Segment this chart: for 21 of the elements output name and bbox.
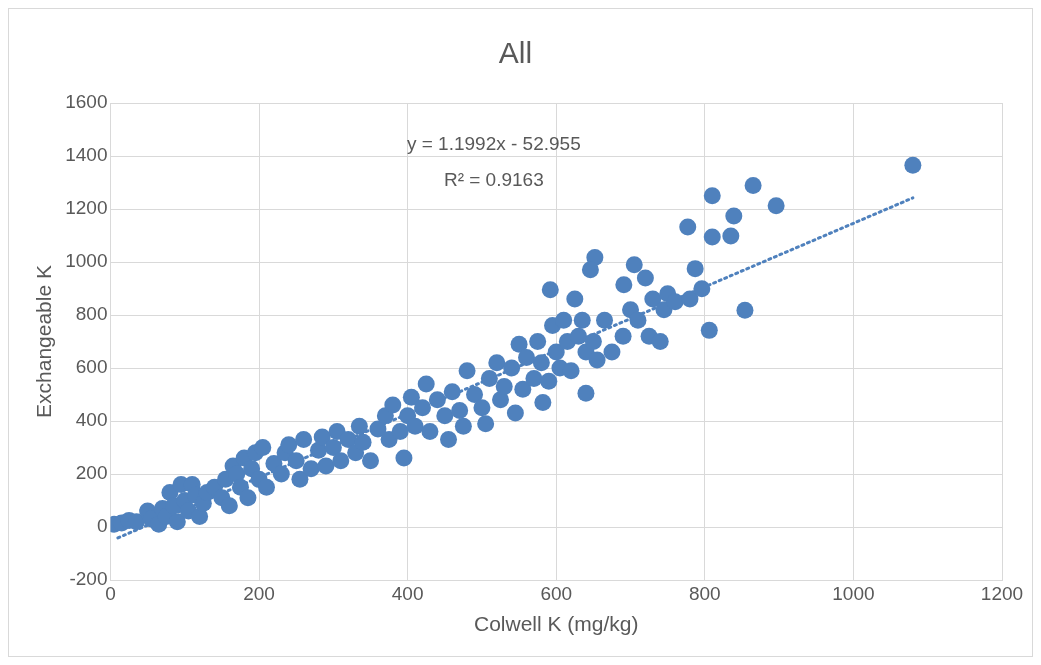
x-axis-title: Colwell K (mg/kg): [473, 612, 639, 636]
y-tick-label: 1600: [65, 91, 108, 113]
y-axis-title: Exchangeable K: [32, 265, 56, 418]
y-tick-label: 1400: [65, 144, 108, 166]
y-tick-label: 600: [75, 356, 108, 378]
y-tick-label: 800: [75, 303, 108, 325]
x-tick-label: 800: [688, 582, 721, 604]
y-tick-label: 400: [75, 409, 108, 431]
x-tick-label: 600: [540, 582, 573, 604]
y-tick-label: 1200: [65, 197, 108, 219]
y-tick-label: -200: [69, 568, 108, 590]
y-tick-label: 0: [96, 515, 108, 537]
annotation: R² = 0.9163: [443, 169, 544, 191]
annotation: y = 1.1992x - 52.955: [406, 133, 581, 155]
x-tick-label: 1000: [832, 582, 875, 604]
x-tick-label: 1200: [980, 582, 1024, 604]
y-tick-label: 200: [75, 462, 108, 484]
x-tick-label: 400: [391, 582, 424, 604]
y-tick-label: 1000: [65, 250, 108, 272]
chart-title: All: [498, 36, 533, 70]
x-tick-label: 200: [243, 582, 275, 604]
